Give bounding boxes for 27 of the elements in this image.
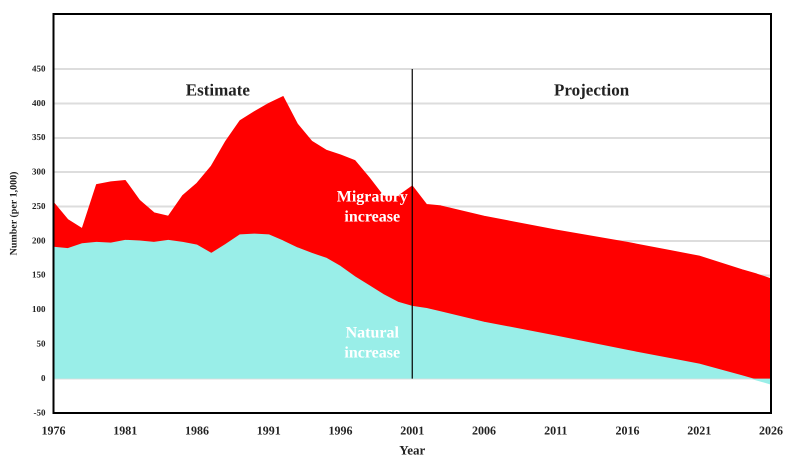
y-tick-label: 450 (32, 63, 46, 74)
y-axis-title: Number (per 1,000) (8, 172, 20, 256)
y-tick-label: 250 (32, 200, 46, 211)
x-tick-label: 2011 (544, 423, 568, 438)
series-label: Natural increase (344, 324, 400, 362)
annotation: Projection (554, 80, 630, 100)
y-tick-label: 0 (41, 372, 46, 383)
x-tick-label: 1996 (328, 423, 352, 438)
x-tick-label: 1981 (113, 423, 138, 438)
y-tick-label: 400 (32, 98, 46, 108)
y-tick-label: 300 (32, 166, 46, 177)
y-tick-label: -50 (34, 407, 46, 418)
x-tick-label: 2016 (616, 423, 640, 438)
x-axis-title: Year (399, 442, 426, 458)
y-tick-label: 200 (32, 235, 46, 246)
y-tick-label: 50 (36, 338, 46, 349)
x-tick-label: 2001 (400, 423, 424, 438)
x-tick-label: 2021 (687, 423, 712, 438)
y-tick-label: 150 (32, 270, 46, 280)
x-tick-label: 1986 (185, 423, 209, 438)
x-tick-label: 2006 (472, 423, 496, 438)
x-tick-label: 1976 (42, 423, 66, 438)
annotation: Estimate (186, 80, 250, 100)
y-tick-label: 350 (32, 132, 46, 142)
x-tick-label: 1991 (256, 423, 281, 438)
x-tick-label: 2026 (759, 423, 783, 438)
y-tick-label: 100 (32, 304, 46, 314)
